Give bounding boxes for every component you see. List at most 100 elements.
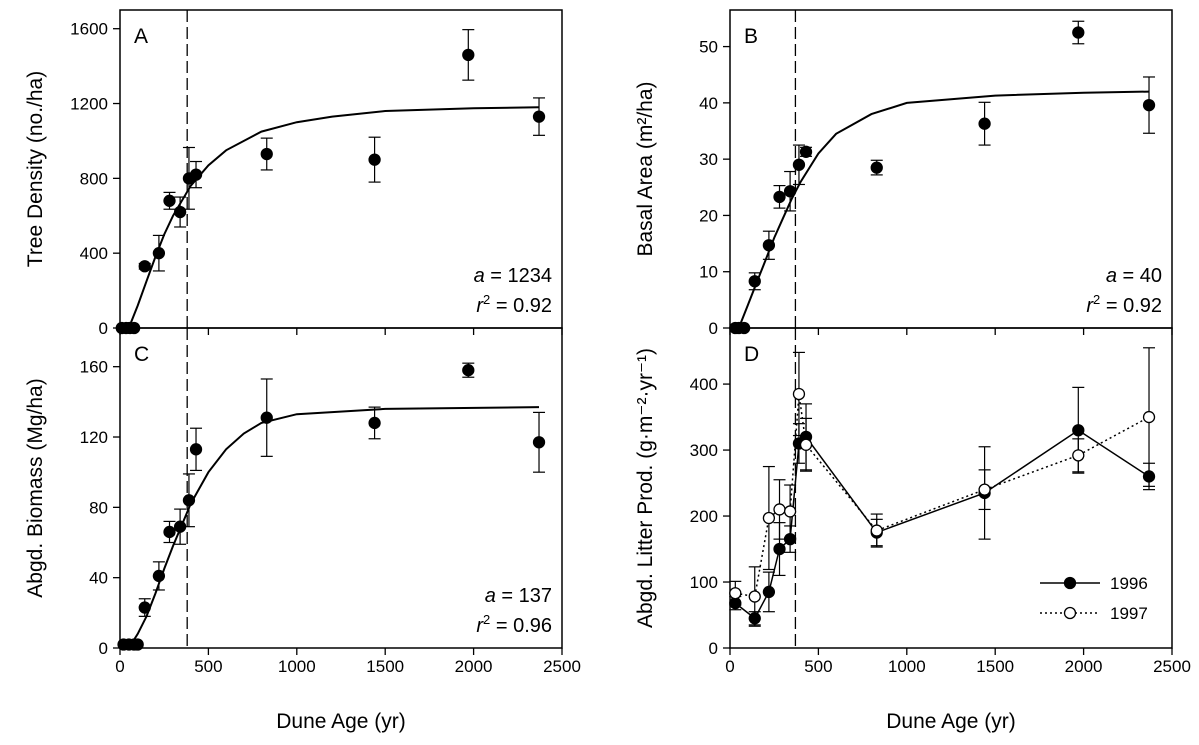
plot-frame <box>729 327 1173 649</box>
annotation: a = 137 <box>485 585 552 607</box>
data-point <box>783 185 797 198</box>
data-point <box>532 110 546 123</box>
y-tick-label: 0 <box>709 639 718 658</box>
data-point <box>773 542 786 556</box>
x-axis-label: Dune Age (yr) <box>276 710 406 733</box>
y-tick-label: 40 <box>699 94 718 113</box>
panel: 0 10 20 30 40 50 Basal Area (m²/ha) Ba = 40 r2 =… <box>634 9 1173 338</box>
y-axis-label: Basal Area (m²/ha) <box>634 81 657 256</box>
data-point <box>762 511 776 525</box>
data-point <box>799 145 813 158</box>
y-tick-label: 0 <box>709 319 718 338</box>
annotation-text: = 0.92 <box>1100 295 1162 317</box>
y-tick-label: 800 <box>80 169 108 188</box>
data-point <box>762 239 776 252</box>
data-point <box>260 411 273 424</box>
data-point <box>173 520 187 533</box>
x-tick-label: 0 <box>725 657 734 676</box>
y-tick-label: 200 <box>690 507 718 526</box>
data-point <box>152 247 166 260</box>
legend-marker <box>1063 576 1077 590</box>
data-point <box>748 275 761 288</box>
data-point <box>729 587 742 600</box>
data-point <box>368 416 381 430</box>
data-point <box>783 505 797 518</box>
x-tick-label: 1000 <box>888 657 926 676</box>
annotation: a = 1234 <box>474 265 552 287</box>
annotation-symbol: a <box>1106 265 1117 287</box>
legend-marker <box>1063 606 1077 620</box>
y-tick-label: 30 <box>699 150 718 169</box>
fit-curve <box>127 406 540 649</box>
legend-label: 1996 <box>1110 574 1148 593</box>
annotation-symbol: r <box>476 615 484 637</box>
y-axis-label: Abgd. Biomass (Mg/ha) <box>24 378 47 597</box>
data-point <box>748 590 761 603</box>
data-point <box>173 205 187 219</box>
y-tick-label: 80 <box>89 498 108 517</box>
fit-curve <box>127 106 540 329</box>
legend-label: 1997 <box>1110 604 1148 623</box>
data-point <box>762 585 776 599</box>
x-tick-label: 2500 <box>1153 657 1191 676</box>
y-tick-label: 40 <box>89 569 108 588</box>
data-point <box>131 638 144 651</box>
data-point <box>1072 424 1085 437</box>
x-tick-label: 1500 <box>366 657 404 676</box>
annotation: r2 = 0.92 <box>476 292 552 317</box>
y-tick-label: 300 <box>690 441 718 460</box>
data-point <box>189 443 203 456</box>
x-tick-label: 2000 <box>1065 657 1103 676</box>
y-tick-label: 0 <box>99 639 108 658</box>
data-point <box>152 569 166 583</box>
annotation-text: = 0.92 <box>490 295 552 317</box>
data-point <box>773 190 786 204</box>
series-line <box>734 429 1150 620</box>
x-tick-label: 500 <box>194 657 222 676</box>
data-point <box>182 494 196 507</box>
data-point <box>1142 410 1156 424</box>
panel: 0 100 200 300 400 0 500 1000 1500 2000 2500 Abgd. L… <box>634 327 1191 733</box>
data-point <box>163 194 176 207</box>
data-point <box>138 601 151 614</box>
data-point <box>773 503 786 516</box>
data-point <box>1072 26 1085 39</box>
y-tick-label: 10 <box>699 263 718 282</box>
x-tick-label: 500 <box>804 657 832 676</box>
y-tick-label: 100 <box>690 573 718 592</box>
x-tick-label: 2000 <box>455 657 493 676</box>
y-tick-label: 400 <box>80 244 108 263</box>
y-tick-label: 400 <box>690 375 718 394</box>
annotation-text: = 0.96 <box>490 615 552 637</box>
data-point <box>799 438 813 451</box>
y-tick-label: 120 <box>80 428 108 447</box>
y-tick-label: 20 <box>699 206 718 225</box>
x-tick-label: 1500 <box>976 657 1014 676</box>
data-point <box>978 483 991 496</box>
series-line <box>735 393 1150 598</box>
annotation-text: = 40 <box>1117 265 1162 287</box>
annotation-text: = 1234 <box>485 265 552 287</box>
panel-label: A <box>134 25 148 48</box>
y-tick-label: 0 <box>99 319 108 338</box>
annotation-text: = 137 <box>496 585 552 607</box>
plot-frame <box>119 327 563 649</box>
data-point <box>163 525 176 539</box>
data-point <box>792 158 806 171</box>
data-point <box>1142 98 1156 112</box>
panel: 0 400 800 1200 1600 Tree Density (no./ha) Aa =… <box>24 9 563 338</box>
x-tick-label: 1000 <box>278 657 316 676</box>
data-point <box>462 48 475 62</box>
panel-label: B <box>744 25 758 48</box>
annotation-superscript: 2 <box>483 292 490 307</box>
data-point <box>462 364 475 377</box>
y-tick-label: 160 <box>80 358 108 377</box>
y-tick-label: 1200 <box>70 95 108 114</box>
y-tick-label: 50 <box>699 38 718 57</box>
data-point <box>870 524 883 537</box>
y-tick-label: 1600 <box>70 20 108 39</box>
data-point <box>189 168 203 181</box>
annotation: r2 = 0.96 <box>476 612 552 637</box>
annotation: a = 40 <box>1106 265 1162 287</box>
